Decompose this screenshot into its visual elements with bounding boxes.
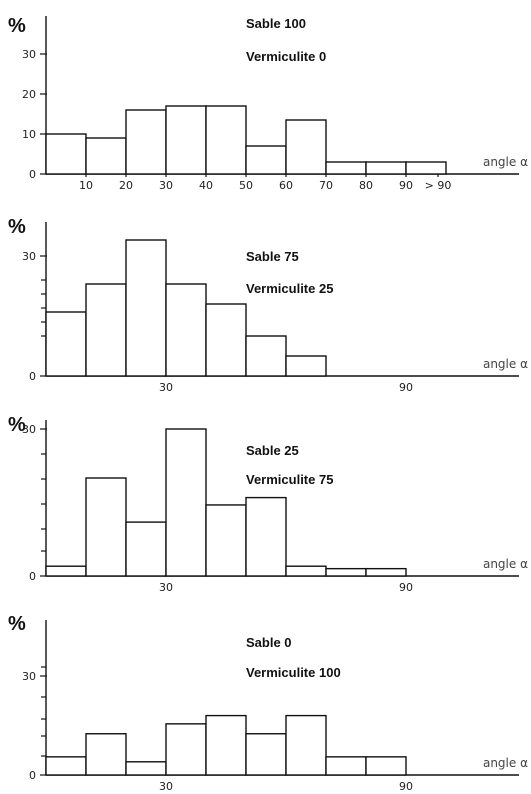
chart-3-bar-6 bbox=[245, 496, 287, 577]
chart-4-y-tick-label-1: 0 bbox=[29, 769, 36, 782]
chart-3-bar-9 bbox=[365, 567, 407, 577]
chart-1-bar-7 bbox=[285, 119, 327, 175]
chart-1-x-tick-label-4: 40 bbox=[199, 179, 213, 192]
chart-3-x-axis-label: angle α bbox=[483, 557, 528, 571]
chart-1-legend-2: Vermiculite 0 bbox=[246, 49, 326, 64]
chart-1-bar-4 bbox=[165, 105, 207, 175]
chart-3-bar-8 bbox=[325, 567, 367, 577]
chart-1-y-unit: % bbox=[8, 15, 26, 37]
chart-1-bar-3 bbox=[125, 109, 167, 175]
chart-2-bar-7 bbox=[285, 355, 327, 377]
chart-3-legend-1: Sable 25 bbox=[246, 443, 299, 458]
chart-2-bar-5 bbox=[205, 303, 247, 377]
chart-4-bar-7 bbox=[285, 714, 327, 776]
chart-1-x-axis-label: angle α bbox=[483, 155, 528, 169]
chart-4-bar-3 bbox=[125, 761, 167, 776]
chart-2-x-tick-label-1: 30 bbox=[159, 381, 173, 394]
chart-1-bar-8 bbox=[325, 161, 367, 175]
chart-1-y-tick-label-4: 30 bbox=[22, 48, 36, 61]
chart-4-y-tick-label-2: 30 bbox=[22, 670, 36, 683]
chart-2-legend-1: Sable 75 bbox=[246, 249, 299, 264]
chart-2-y-tick-label-2: 30 bbox=[22, 250, 36, 263]
chart-3-bar-2 bbox=[85, 477, 127, 577]
chart-1-bar-2 bbox=[85, 137, 127, 175]
chart-3-bar-5 bbox=[205, 504, 247, 577]
chart-1-x-tick-label-6: 60 bbox=[279, 179, 293, 192]
chart-3-bar-3 bbox=[125, 521, 167, 577]
chart-4-x-tick-label-2: 90 bbox=[399, 780, 413, 793]
chart-4-x-tick-label-1: 30 bbox=[159, 780, 173, 793]
chart-1-y-tick-label-2: 10 bbox=[22, 128, 36, 141]
chart-1-x-tick-label-9: 90 bbox=[399, 179, 413, 192]
chart-1-x-tick-label-7: 70 bbox=[319, 179, 333, 192]
chart-1-x-tick-label-1: 10 bbox=[79, 179, 93, 192]
chart-1-bar-5 bbox=[205, 105, 247, 175]
chart-1-bar-1 bbox=[45, 133, 87, 175]
chart-2-y-tick-label-1: 0 bbox=[29, 370, 36, 383]
chart-3-legend-2: Vermiculite 75 bbox=[246, 472, 333, 487]
chart-2-bar-3 bbox=[125, 239, 167, 377]
chart-1-bar-9 bbox=[365, 161, 407, 175]
chart-3-y-tick-label-1: 0 bbox=[29, 570, 36, 583]
chart-4-bar-9 bbox=[365, 756, 407, 776]
chart-2-y-unit: % bbox=[8, 216, 26, 238]
chart-2-legend-2: Vermiculite 25 bbox=[246, 281, 333, 296]
chart-1-legend-1: Sable 100 bbox=[246, 16, 306, 31]
chart-1-bar-6 bbox=[245, 145, 287, 175]
chart-2-bar-4 bbox=[165, 283, 207, 377]
chart-3-x-tick-label-1: 30 bbox=[159, 581, 173, 594]
chart-1-x-tick-label-10: > 90 bbox=[425, 179, 452, 192]
chart-2-bar-2 bbox=[85, 283, 127, 377]
chart-4-bar-8 bbox=[325, 756, 367, 776]
chart-4-bar-4 bbox=[165, 723, 207, 776]
chart-2-bar-6 bbox=[245, 335, 287, 377]
chart-3-bar-1 bbox=[45, 565, 87, 577]
chart-1-bar-10 bbox=[405, 161, 447, 175]
chart-2-bar-1 bbox=[45, 311, 87, 377]
chart-1-y-tick-label-1: 0 bbox=[29, 168, 36, 181]
chart-3-y-unit: % bbox=[8, 414, 26, 436]
chart-3-x-tick-label-2: 90 bbox=[399, 581, 413, 594]
chart-4-bar-1 bbox=[45, 756, 87, 776]
chart-1-x-tick-label-8: 80 bbox=[359, 179, 373, 192]
chart-3-y-tick-label-2: 30 bbox=[22, 423, 36, 436]
chart-1-y-tick-label-3: 20 bbox=[22, 88, 36, 101]
chart-3-bar-7 bbox=[285, 565, 327, 577]
chart-4-bar-6 bbox=[245, 733, 287, 776]
chart-4-bar-5 bbox=[205, 714, 247, 776]
chart-4-bar-2 bbox=[85, 733, 127, 776]
chart-4-y-unit: % bbox=[8, 613, 26, 635]
chart-3-bar-4 bbox=[165, 428, 207, 577]
chart-2-x-axis-label: angle α bbox=[483, 357, 528, 371]
chart-1-x-tick-label-5: 50 bbox=[239, 179, 253, 192]
chart-4-legend-1: Sable 0 bbox=[246, 635, 292, 650]
chart-1-x-tick-label-3: 30 bbox=[159, 179, 173, 192]
chart-1-x-tick-label-2: 20 bbox=[119, 179, 133, 192]
chart-4-legend-2: Vermiculite 100 bbox=[246, 665, 341, 680]
chart-4-x-axis-label: angle α bbox=[483, 756, 528, 770]
chart-2-x-tick-label-2: 90 bbox=[399, 381, 413, 394]
